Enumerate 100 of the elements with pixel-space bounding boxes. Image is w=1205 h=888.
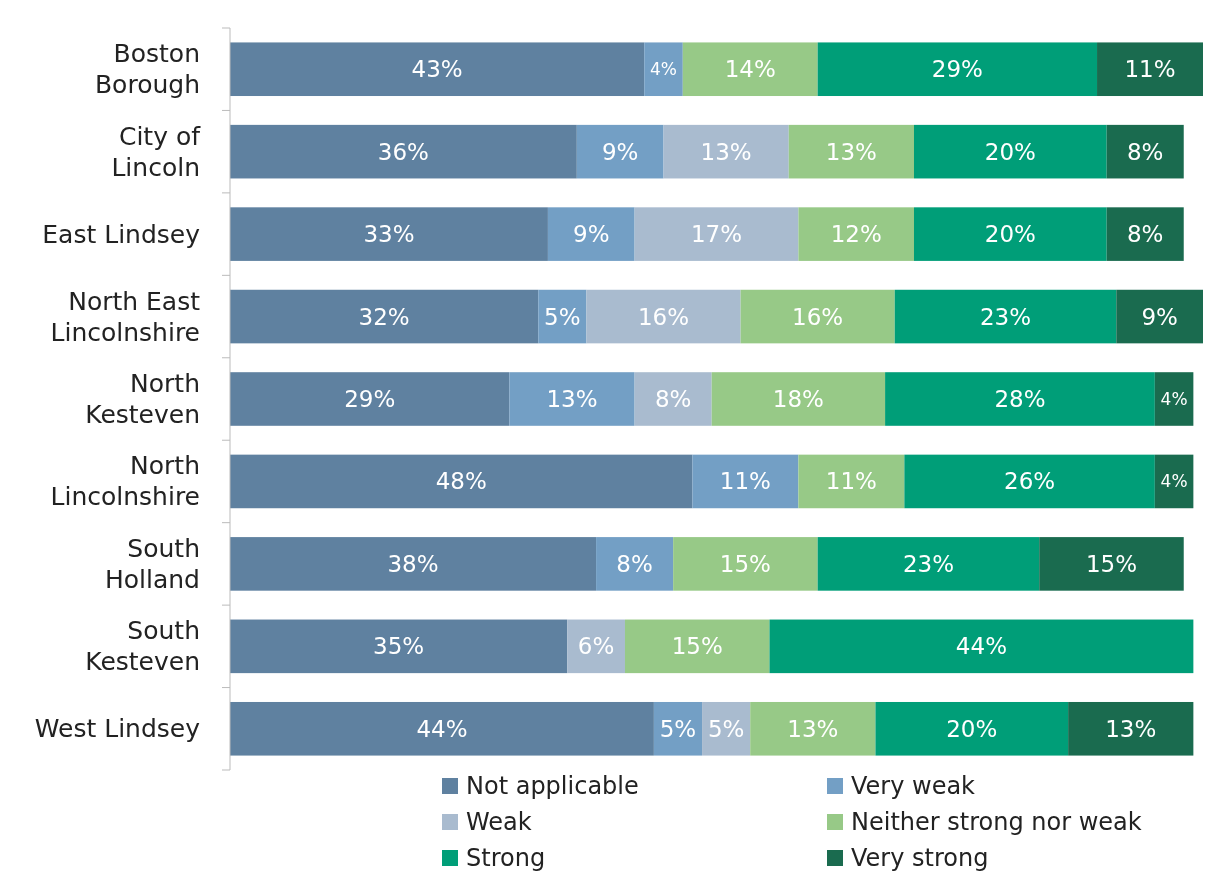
data-label: 4% xyxy=(1160,471,1188,492)
data-label: 9% xyxy=(601,138,639,165)
bar xyxy=(547,207,635,261)
bar xyxy=(230,124,577,179)
legend-label: Very weak xyxy=(851,772,976,800)
data-label: 4% xyxy=(650,59,678,80)
bar xyxy=(817,537,1040,591)
bar xyxy=(586,289,741,344)
data-label: 17% xyxy=(690,221,743,248)
data-label: 12% xyxy=(830,221,882,248)
data-label: 11% xyxy=(719,468,771,495)
data-label: 8% xyxy=(1126,221,1164,248)
data-label: 35% xyxy=(373,633,425,660)
data-label: 29% xyxy=(931,56,983,83)
data-label: 16% xyxy=(637,303,690,330)
bar xyxy=(663,124,789,179)
bar xyxy=(1068,701,1194,756)
data-label: 13% xyxy=(825,138,877,165)
bar xyxy=(230,207,548,261)
data-label: 16% xyxy=(792,303,844,330)
legend-label: Very strong xyxy=(851,844,989,872)
y-tick-label: South Kesteven xyxy=(85,616,200,677)
data-label: 23% xyxy=(902,550,954,577)
bar xyxy=(653,701,703,756)
bar xyxy=(624,619,770,674)
data-label: 5% xyxy=(659,715,697,742)
data-label: 11% xyxy=(825,468,877,495)
bar xyxy=(769,619,1194,674)
bar xyxy=(1154,372,1194,426)
data-label: 8% xyxy=(1126,138,1164,165)
bar xyxy=(230,701,654,756)
bar xyxy=(702,701,751,756)
data-label: 5% xyxy=(707,715,745,742)
data-label: 15% xyxy=(719,550,771,577)
bar xyxy=(1116,289,1203,344)
data-label: 15% xyxy=(671,633,723,660)
bar xyxy=(913,207,1107,261)
data-label: 32% xyxy=(358,303,410,330)
data-label: 13% xyxy=(787,715,839,742)
bar xyxy=(644,42,683,97)
bar xyxy=(894,289,1117,344)
data-label: 26% xyxy=(1004,468,1056,495)
bar xyxy=(230,619,568,674)
data-label: 20% xyxy=(946,715,998,742)
data-label: 11% xyxy=(1124,56,1176,83)
bar xyxy=(740,289,895,344)
data-label: 44% xyxy=(955,633,1007,660)
y-tick-label: North Kesteven xyxy=(85,369,200,429)
data-label: 44% xyxy=(416,715,468,742)
data-label: 5% xyxy=(544,303,581,330)
data-label: 23% xyxy=(979,303,1032,330)
data-label: 14% xyxy=(724,56,776,83)
legend-label: Neither strong nor weak xyxy=(851,808,1142,836)
bar xyxy=(230,289,539,344)
data-label: 13% xyxy=(700,138,752,165)
data-label: 18% xyxy=(772,386,824,412)
data-label: 20% xyxy=(984,221,1036,248)
bar xyxy=(230,537,597,591)
bar xyxy=(634,207,799,261)
data-label: 38% xyxy=(387,550,439,577)
bar xyxy=(682,42,818,97)
bar xyxy=(1097,42,1203,97)
data-label: 13% xyxy=(546,386,598,412)
y-tick-label: East Lindsey xyxy=(42,219,201,249)
bar xyxy=(673,537,818,591)
data-label: 43% xyxy=(411,56,463,83)
bar xyxy=(230,372,510,426)
bar xyxy=(798,454,905,509)
bar xyxy=(1106,207,1184,261)
bar xyxy=(798,207,914,261)
data-label: 29% xyxy=(344,386,396,412)
bar xyxy=(230,42,645,97)
data-label: 4% xyxy=(1160,389,1188,409)
y-tick-label: North Lincolnshire xyxy=(50,451,200,512)
bar xyxy=(750,701,876,756)
data-label: 48% xyxy=(435,468,487,495)
data-label: 28% xyxy=(994,386,1046,412)
y-tick-label: North East Lincolnshire xyxy=(50,286,201,347)
bar xyxy=(875,701,1069,756)
data-label: 6% xyxy=(577,633,615,660)
legend-label: Strong xyxy=(466,844,546,872)
data-label: 9% xyxy=(573,221,610,248)
bar xyxy=(230,454,693,509)
bar xyxy=(692,454,799,509)
bar xyxy=(596,537,674,591)
legend-label: Weak xyxy=(466,808,532,836)
data-label: 33% xyxy=(363,221,415,248)
legend-label: Not applicable xyxy=(466,772,639,800)
y-tick-label: West Lindsey xyxy=(34,714,201,744)
y-tick-label: South Holland xyxy=(104,533,200,594)
data-label: 8% xyxy=(654,386,692,412)
data-label: 15% xyxy=(1085,550,1138,577)
bar xyxy=(509,372,635,426)
bar xyxy=(634,372,712,426)
bar xyxy=(576,124,664,179)
y-tick-label: City of Lincoln xyxy=(111,121,202,182)
bar xyxy=(1039,537,1184,591)
bar xyxy=(711,372,886,426)
bar xyxy=(1106,124,1184,179)
bar xyxy=(788,124,914,179)
